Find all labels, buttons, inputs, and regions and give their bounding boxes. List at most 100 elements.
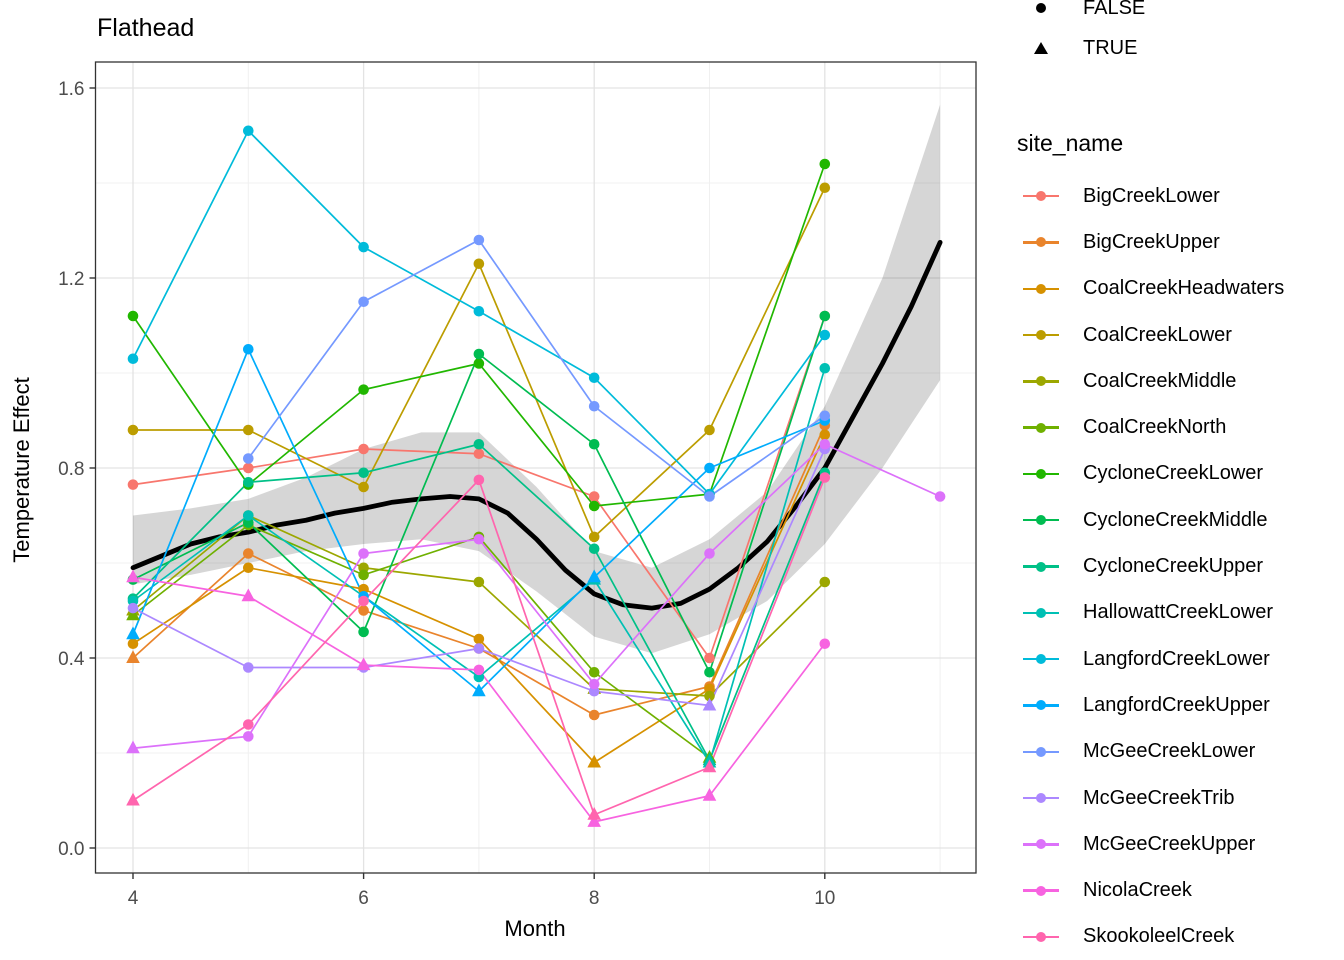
legend-item-CycloneCreekMiddle: CycloneCreekMiddle — [1012, 497, 1344, 543]
y-tick-label: 0.8 — [58, 459, 84, 480]
data-point-circle — [358, 569, 369, 581]
data-point-circle — [588, 438, 600, 450]
legend-item-label: McGeeCreekLower — [1083, 740, 1256, 763]
data-point-triangle — [587, 814, 601, 827]
legend-item-CycloneCreekLower: CycloneCreekLower — [1012, 451, 1344, 497]
data-point-triangle — [587, 806, 601, 820]
legend-item-label: LangfordCreekLower — [1083, 647, 1270, 670]
data-point-circle — [819, 576, 831, 588]
data-point-circle — [588, 372, 600, 384]
data-point-circle — [358, 241, 369, 253]
data-point-circle — [588, 543, 600, 555]
data-point-triangle — [126, 569, 140, 583]
data-point-circle — [588, 400, 600, 412]
data-point-triangle — [126, 607, 140, 621]
legend-item-label: CoalCreekMiddle — [1083, 369, 1237, 392]
data-point-circle — [127, 602, 139, 614]
data-point-circle — [243, 125, 254, 137]
data-point-circle — [588, 666, 600, 678]
data-point-circle — [127, 424, 139, 436]
data-point-triangle — [587, 754, 601, 768]
y-tick-label: 0.0 — [58, 839, 84, 860]
shape-legend-label: FALSE — [1083, 0, 1146, 19]
data-point-circle — [588, 709, 600, 721]
data-point-circle — [127, 353, 139, 365]
data-point-triangle — [126, 792, 140, 806]
series-line-McGeeCreekLower — [247, 239, 826, 498]
data-point-triangle — [126, 740, 140, 754]
triangle-icon — [1012, 42, 1070, 54]
legend-item-SkookoleelCreek: SkookoleelCreek — [1012, 914, 1344, 960]
data-point-circle — [588, 491, 600, 502]
legend-item-LangfordCreekUpper: LangfordCreekUpper — [1012, 682, 1344, 728]
shape-legend-item-false: FALSE — [1012, 0, 1344, 28]
data-point-circle — [819, 182, 831, 194]
data-point-triangle — [702, 759, 717, 773]
data-point-circle — [473, 643, 485, 654]
data-point-circle — [358, 595, 369, 607]
chart-title: Flathead — [97, 14, 195, 42]
data-point-circle — [243, 731, 254, 742]
legend-item-BigCreekLower: BigCreekLower — [1012, 173, 1344, 219]
data-point-circle — [819, 329, 831, 341]
legend-item-CoalCreekHeadwaters: CoalCreekHeadwaters — [1012, 266, 1344, 312]
data-point-circle — [473, 533, 485, 545]
shape-legend: FALSE TRUE — [1012, 0, 1344, 68]
legend-item-BigCreekUpper: BigCreekUpper — [1012, 219, 1344, 265]
legend-item-NicolaCreek: NicolaCreek — [1012, 867, 1344, 913]
data-point-circle — [358, 481, 369, 493]
data-point-circle — [358, 605, 369, 616]
series-line-McGeeCreekUpper — [132, 443, 941, 750]
data-point-circle — [704, 424, 715, 436]
site-legend-title: site_name — [1017, 130, 1124, 156]
data-point-circle — [243, 719, 254, 730]
legend-item-label: SkookoleelCreek — [1083, 925, 1235, 948]
data-point-circle — [473, 576, 485, 588]
data-point-circle — [704, 652, 715, 664]
data-point-circle — [243, 462, 254, 474]
confidence-ribbon — [133, 104, 941, 654]
data-point-triangle — [702, 697, 717, 711]
data-point-circle — [243, 510, 254, 521]
data-point-circle — [819, 429, 831, 441]
data-point-triangle — [126, 650, 140, 663]
legend-item-CoalCreekMiddle: CoalCreekMiddle — [1012, 358, 1344, 404]
legend-item-CoalCreekLower: CoalCreekLower — [1012, 312, 1344, 358]
data-point-circle — [588, 531, 600, 543]
y-tick-label: 1.6 — [58, 79, 84, 100]
data-point-circle — [473, 474, 485, 486]
data-point-triangle — [126, 626, 140, 640]
shape-legend-item-true: TRUE — [1012, 28, 1344, 68]
data-point-circle — [243, 476, 254, 488]
legend-item-McGeeCreekTrib: McGeeCreekTrib — [1012, 775, 1344, 821]
data-point-circle — [358, 548, 369, 559]
x-tick-label: 6 — [358, 888, 369, 909]
plot-canvas: 4 6 8 10 0.0 0.4 0.8 1.2 1.6 — [58, 61, 977, 909]
data-point-circle — [127, 310, 139, 322]
data-point-circle — [704, 462, 715, 474]
data-point-circle — [819, 362, 831, 374]
legend-item-CoalCreekNorth: CoalCreekNorth — [1012, 404, 1344, 450]
data-point-circle — [358, 296, 369, 308]
data-point-circle — [473, 664, 485, 676]
data-point-circle — [588, 500, 600, 512]
data-point-circle — [243, 548, 254, 559]
data-point-circle — [127, 638, 139, 650]
data-point-circle — [243, 453, 254, 464]
site-name-legend: BigCreekLower BigCreekUpper CoalCreekHeadw… — [1012, 173, 1344, 960]
data-point-triangle — [241, 588, 256, 602]
x-axis-title: Month — [504, 916, 566, 941]
data-point-circle — [243, 424, 254, 436]
legend-item-label: CoalCreekHeadwaters — [1083, 277, 1285, 300]
data-point-triangle — [587, 569, 601, 583]
data-point-circle — [358, 443, 369, 455]
legend-item-label: CoalCreekLower — [1083, 323, 1232, 346]
data-point-circle — [704, 690, 715, 702]
data-point-circle — [473, 438, 485, 450]
data-point-triangle — [702, 787, 717, 801]
data-point-circle — [127, 479, 139, 490]
data-point-circle — [473, 448, 485, 460]
legend-item-label: NicolaCreek — [1083, 879, 1192, 902]
data-point-circle — [819, 158, 831, 170]
